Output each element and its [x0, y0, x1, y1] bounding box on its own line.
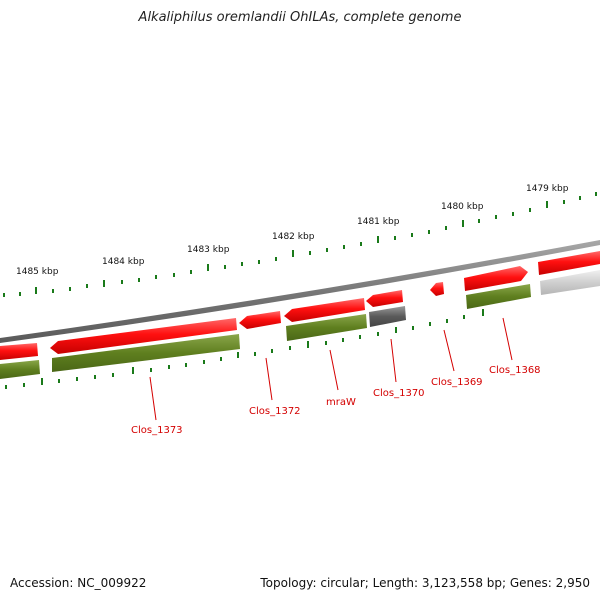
gene-label-mraw: mraW [326, 397, 356, 408]
topology-summary: Topology: circular; Length: 3,123,558 bp… [260, 576, 590, 590]
gene-bar [540, 270, 600, 295]
map-title: Alkaliphilus oremlandii OhILAs, complete… [138, 10, 462, 25]
cds-arrow [284, 298, 365, 322]
gene-bar [286, 314, 367, 341]
kbp-label: 1479 kbp [526, 184, 569, 194]
kbp-label: 1484 kbp [102, 257, 145, 267]
gene-bar [466, 284, 531, 309]
kbp-label: 1481 kbp [357, 217, 400, 227]
kbp-label: 1485 kbp [16, 267, 59, 277]
cds-arrow [239, 311, 281, 329]
genome-backbone [0, 240, 600, 343]
cds-arrow [464, 266, 528, 291]
gene-bar [369, 306, 406, 327]
kbp-label: 1482 kbp [272, 232, 315, 242]
cds-arrow [366, 290, 403, 307]
label-leaders [149, 317, 513, 421]
gene-bar [0, 360, 40, 379]
kbp-label: 1480 kbp [441, 202, 484, 212]
lower-ruler [5, 309, 484, 389]
forward-cds-track [0, 251, 600, 360]
gene-label-clos-1372: Clos_1372 [249, 406, 301, 417]
kbp-labels: 1485 kbp 1484 kbp 1483 kbp 1482 kbp 1481… [16, 184, 569, 277]
cds-arrow [430, 282, 444, 296]
upper-ruler [3, 192, 597, 297]
cds-arrow [0, 343, 38, 360]
gene-labels: Clos_1373 Clos_1372 mraW Clos_1370 Clos_… [131, 365, 541, 436]
accession-text: Accession: NC_009922 [10, 576, 147, 590]
gene-track [0, 270, 600, 379]
gene-bar [52, 334, 240, 372]
cds-arrow [50, 318, 237, 354]
kbp-label: 1483 kbp [187, 245, 230, 255]
gene-label-clos-1373: Clos_1373 [131, 425, 183, 436]
gene-label-clos-1368: Clos_1368 [489, 365, 541, 376]
gene-label-clos-1369: Clos_1369 [431, 377, 483, 388]
gene-label-clos-1370: Clos_1370 [373, 388, 425, 399]
cds-arrow [538, 251, 600, 275]
